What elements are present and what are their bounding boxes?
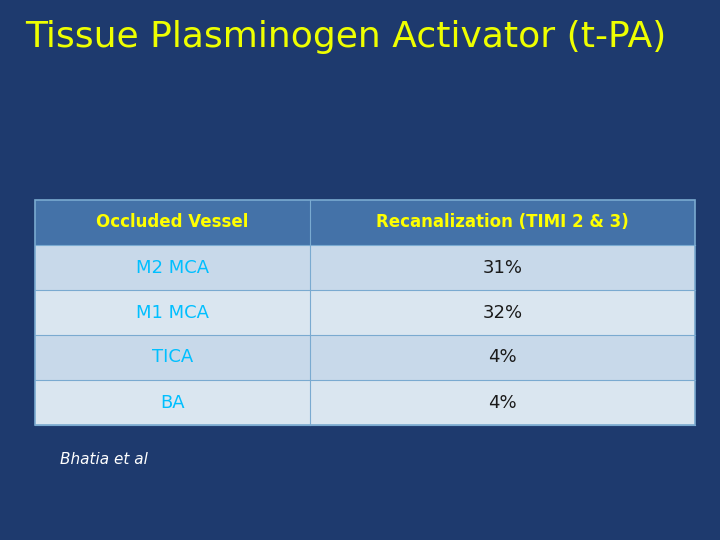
Text: Occluded Vessel: Occluded Vessel [96,213,248,232]
Text: TICA: TICA [152,348,193,367]
Text: BA: BA [160,394,185,411]
Text: Tissue Plasminogen Activator (t-PA): Tissue Plasminogen Activator (t-PA) [25,20,666,54]
FancyBboxPatch shape [35,290,695,335]
FancyBboxPatch shape [35,245,695,290]
Text: M2 MCA: M2 MCA [136,259,209,276]
FancyBboxPatch shape [35,335,695,380]
Text: Bhatia et al: Bhatia et al [60,453,148,468]
FancyBboxPatch shape [35,380,695,425]
Text: 4%: 4% [488,348,517,367]
Text: 4%: 4% [488,394,517,411]
Text: M1 MCA: M1 MCA [136,303,209,321]
FancyBboxPatch shape [35,200,695,245]
Text: 32%: 32% [482,303,523,321]
Text: Recanalization (TIMI 2 & 3): Recanalization (TIMI 2 & 3) [376,213,629,232]
Text: 31%: 31% [482,259,523,276]
